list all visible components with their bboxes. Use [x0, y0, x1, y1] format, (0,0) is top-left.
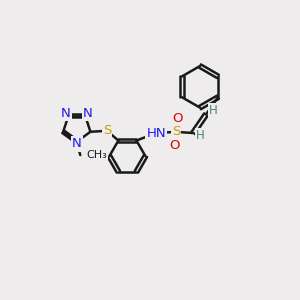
Text: O: O [169, 139, 180, 152]
Text: N: N [61, 107, 70, 120]
Text: CH₃: CH₃ [87, 150, 107, 160]
Text: N: N [83, 107, 92, 120]
Text: H: H [208, 104, 217, 117]
Text: N: N [72, 137, 82, 151]
Text: S: S [103, 124, 111, 137]
Text: S: S [172, 125, 180, 138]
Text: O: O [172, 112, 182, 124]
Text: HN: HN [146, 127, 166, 140]
Text: H: H [196, 129, 205, 142]
